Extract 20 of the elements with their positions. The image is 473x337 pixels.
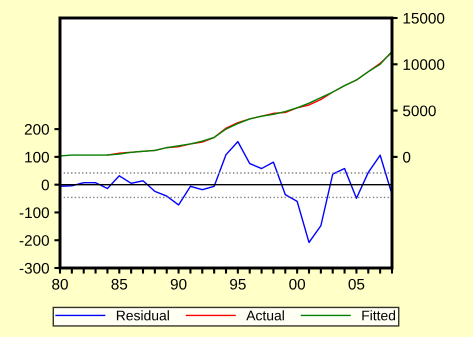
y-tick-label: -300 — [20, 262, 49, 274]
x-tick-label: 05 — [348, 278, 364, 290]
legend-label: Residual — [116, 310, 169, 320]
x-tick-label: 80 — [52, 278, 68, 290]
y2-tick-label: 0 — [403, 152, 410, 163]
y-tick-label: -200 — [20, 235, 49, 246]
y-tick-label: 200 — [24, 124, 49, 135]
y-tick-label: -100 — [20, 207, 49, 218]
y2-tick-label: 15000 — [404, 12, 444, 24]
y2-tick-label: 5000 — [403, 105, 436, 116]
x-tick-label: 85 — [111, 278, 128, 290]
y-tick-label: 100 — [25, 152, 49, 163]
y2-tick-label: 10000 — [404, 59, 444, 70]
y-tick-label: 0 — [42, 180, 49, 190]
line-series — [60, 50, 392, 157]
legend-label: Fitted — [362, 310, 396, 320]
x-tick-label: 00 — [289, 278, 306, 290]
x-tick-label: 90 — [170, 278, 186, 290]
x-tick-label: 95 — [230, 278, 246, 290]
legend-label: Actual — [246, 310, 284, 320]
